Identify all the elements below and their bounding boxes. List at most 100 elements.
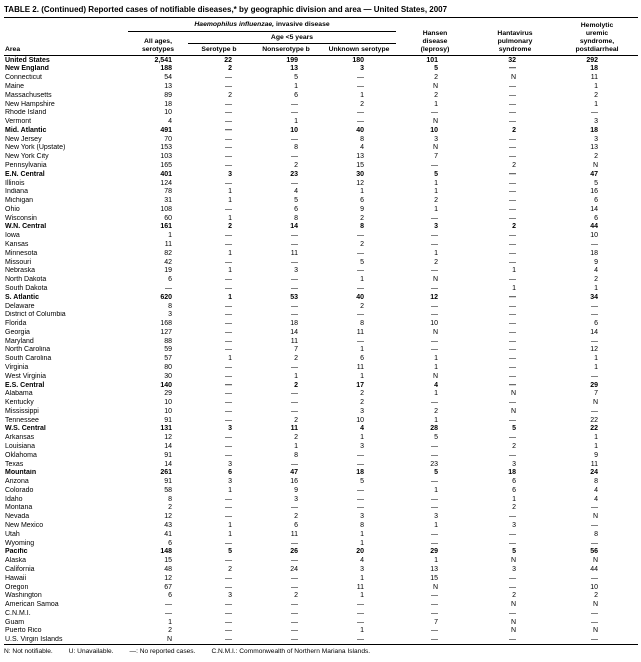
value-cell: 1 [594,82,598,90]
table-row: Rhode Island 10 — — — — — — [4,109,638,118]
value-cell: 127 [160,328,172,336]
value-cell: 16 [590,188,598,196]
value-cell: 2 [594,592,598,600]
value-cell: 153 [160,144,172,152]
table-row: New York (Upstate) 153 — 8 4 N — 13 [4,144,638,153]
value-cell: — [591,539,598,547]
value-cell: 14 [590,205,598,213]
area-cell: S. Atlantic [5,293,39,301]
value-cell: 14 [290,328,298,336]
value-cell: 3 [294,495,298,503]
value-cell: 2 [594,91,598,99]
value-cell: — [431,109,438,117]
value-cell: — [509,135,516,143]
value-cell: 401 [160,170,172,178]
table-row: E.S. Central 140 — 2 17 4 — 29 [4,381,638,390]
area-cell: Indiana [5,188,28,196]
value-cell: N [592,601,598,609]
table-row: Georgia 127 — 14 11 N — 14 [4,328,638,337]
area-cell: Oregon [5,583,29,591]
value-cell: 4 [594,495,598,503]
area-cell: Tennessee [5,416,39,424]
column-header-nonserotype-b: Nonserotype b [250,43,322,56]
value-cell: — [431,601,438,609]
value-cell: — [509,355,516,363]
value-cell: — [591,372,598,380]
area-cell: Mid. Atlantic [5,126,47,134]
value-cell: 1 [228,522,232,530]
value-cell: 7 [434,618,438,626]
value-cell: 22 [224,56,232,64]
value-cell: 3 [228,425,232,433]
value-cell: 15 [356,162,364,170]
value-cell: — [509,363,516,371]
value-cell: — [225,381,232,389]
value-cell: — [509,311,516,319]
value-cell: 8 [168,302,172,310]
value-cell: 3 [434,135,438,143]
value-cell: — [225,276,232,284]
value-cell: 8 [360,223,364,231]
value-cell: — [291,284,298,292]
table-row: S. Atlantic 620 1 53 40 12 — 34 [4,293,638,302]
value-cell: 5 [360,478,364,486]
area-cell: United States [5,56,50,64]
value-cell: 5 [360,258,364,266]
value-cell: — [225,320,232,328]
value-cell: 1 [360,530,364,538]
area-cell: Utah [5,530,20,538]
value-cell: 12 [164,434,172,442]
value-cell: 3 [228,478,232,486]
value-cell: — [291,232,298,240]
value-cell: 40 [356,293,364,301]
value-cell: 18 [508,469,516,477]
value-cell: 1 [360,91,364,99]
value-cell: 261 [160,469,172,477]
value-cell: — [591,337,598,345]
value-cell: — [509,372,516,380]
value-cell: 20 [356,548,364,556]
value-cell: — [225,205,232,213]
value-cell: 67 [164,583,172,591]
area-cell: Delaware [5,302,35,310]
value-cell: 24 [290,565,298,573]
value-cell: 5 [434,170,438,178]
area-cell: Florida [5,320,27,328]
value-cell: N [510,74,516,82]
value-cell: — [509,574,516,582]
value-cell: N [432,118,438,126]
value-cell: 2 [168,504,172,512]
value-cell: — [225,372,232,380]
value-cell: 103 [160,153,172,161]
table-row: West Virginia 30 — 1 1 N — — [4,372,638,381]
value-cell: 1 [360,276,364,284]
value-cell: 91 [164,478,172,486]
value-cell: — [509,434,516,442]
area-cell: Alabama [5,390,33,398]
value-cell: 13 [430,565,438,573]
value-cell: 1 [434,557,438,565]
value-cell: — [225,100,232,108]
value-cell: 3 [228,170,232,178]
area-cell: Puerto Rico [5,627,42,635]
value-cell: 5 [512,425,516,433]
value-cell: 6 [168,592,172,600]
value-cell: — [431,346,438,354]
value-cell: — [509,346,516,354]
value-cell: 620 [160,293,172,301]
column-header-all-ages: All ages, serotypes [128,31,188,56]
value-cell: 8 [594,530,598,538]
value-cell: — [291,302,298,310]
value-cell: 1 [360,539,364,547]
value-cell: 28 [430,425,438,433]
haemophilus-italic-label: Haemophilus influenzae, [194,21,275,28]
value-cell: — [225,407,232,415]
table-row: Arkansas 12 — 2 1 5 — 1 [4,434,638,443]
value-cell: 1 [168,232,172,240]
value-cell: — [165,284,172,292]
value-cell: 13 [290,65,298,73]
table-row: Iowa 1 — — — — — 10 [4,232,638,241]
value-cell: 4 [434,381,438,389]
value-cell: 2 [228,223,232,231]
